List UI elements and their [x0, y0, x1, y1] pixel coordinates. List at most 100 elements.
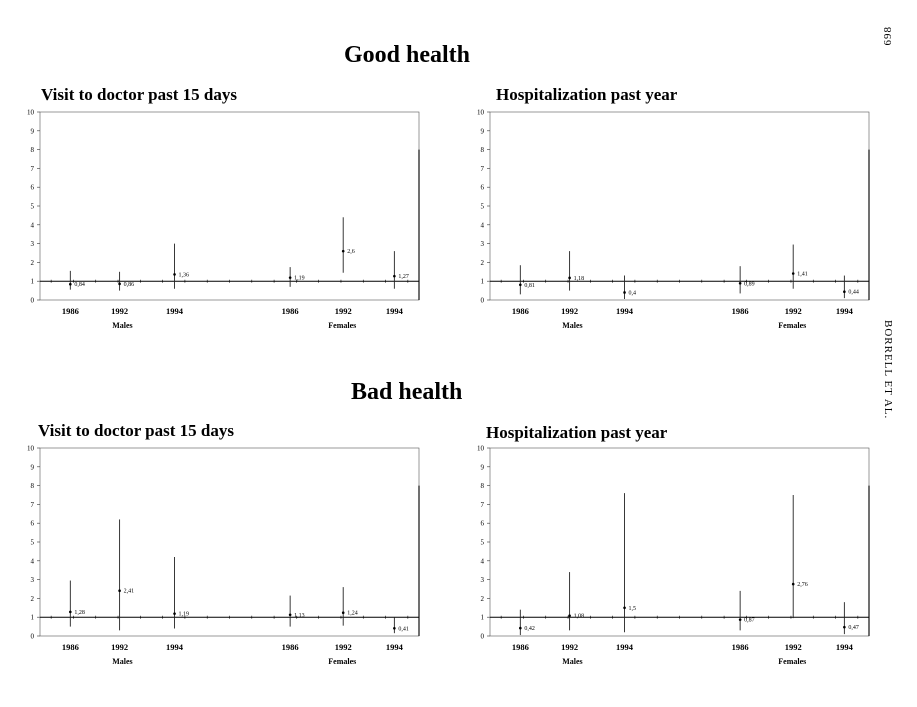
x-year-label: 1992 — [785, 642, 802, 652]
data-point — [738, 281, 742, 285]
x-year-label: 1986 — [732, 306, 749, 316]
y-tick-label: 4 — [31, 557, 35, 565]
data-label: 1,36 — [179, 272, 190, 278]
y-tick-label: 10 — [27, 445, 35, 453]
x-year-label: 1992 — [335, 306, 352, 316]
plot-frame — [39, 111, 420, 301]
y-tick-label: 0 — [31, 297, 35, 305]
x-year-label: 1986 — [62, 642, 79, 652]
x-year-label: 1992 — [561, 306, 578, 316]
data-point — [843, 290, 846, 294]
data-label: 1,18 — [574, 276, 585, 282]
data-label: 0,44 — [848, 290, 859, 296]
y-tick-label: 5 — [481, 539, 485, 547]
x-year-label: 1994 — [836, 306, 854, 316]
y-tick-label: 3 — [31, 240, 35, 248]
data-label: 1,19 — [179, 612, 190, 618]
data-point — [118, 589, 121, 592]
x-year-label: 1992 — [111, 642, 128, 652]
x-year-label: 1994 — [836, 642, 854, 652]
x-group-label: Females — [778, 657, 806, 666]
data-label: 0,47 — [848, 625, 859, 631]
data-point — [69, 282, 72, 286]
section-title-bad-health: Bad health — [351, 379, 463, 405]
x-year-label: 1994 — [616, 306, 634, 316]
y-tick-label: 8 — [31, 146, 35, 154]
data-point — [738, 618, 742, 621]
data-point — [519, 626, 522, 630]
running-head: BORRELL ET AL. — [882, 320, 894, 420]
x-year-label: 1992 — [335, 642, 352, 652]
data-label: 0,41 — [398, 626, 409, 632]
y-tick-label: 6 — [481, 520, 485, 528]
data-label: 0,81 — [524, 283, 535, 289]
x-group-label: Males — [112, 321, 132, 330]
y-tick-label: 9 — [31, 127, 35, 135]
data-point — [118, 282, 121, 286]
y-tick-label: 2 — [481, 595, 485, 603]
y-tick-label: 0 — [481, 297, 485, 305]
y-tick-label: 2 — [31, 259, 35, 267]
x-year-label: 1986 — [732, 642, 749, 652]
data-label: 1,13 — [294, 613, 305, 619]
x-group-label: Males — [112, 657, 132, 666]
data-label: 2,6 — [347, 249, 355, 255]
y-tick-label: 6 — [31, 520, 35, 528]
data-label: 2,41 — [124, 589, 135, 595]
data-label: 1,19 — [294, 276, 305, 282]
y-tick-label: 4 — [481, 557, 485, 565]
y-tick-label: 1 — [481, 278, 485, 286]
data-point — [791, 272, 795, 275]
y-tick-label: 5 — [31, 539, 35, 547]
data-label: 0,84 — [74, 282, 85, 288]
data-point — [393, 626, 396, 630]
chart-bad-visit: 0 1 2 3 4 5 6 7 8 9 10 1,28 2,41 1,19 1,13 1,24 0,41 1986… — [27, 445, 420, 666]
data-label: 0,86 — [124, 282, 135, 288]
y-tick-label: 1 — [31, 614, 35, 622]
panel-title-bad-hosp: Hospitalization past year — [486, 423, 668, 442]
data-point — [791, 582, 795, 586]
data-point — [288, 613, 292, 617]
panel-title-good-hosp: Hospitalization past year — [496, 85, 678, 104]
y-tick-label: 10 — [477, 109, 485, 117]
y-tick-label: 9 — [481, 463, 485, 471]
y-tick-label: 1 — [481, 614, 485, 622]
plot-frame — [39, 447, 420, 637]
data-label: 0,89 — [744, 281, 755, 287]
data-point — [341, 249, 345, 253]
y-tick-label: 9 — [481, 127, 485, 135]
data-point — [623, 291, 626, 294]
page-number: 698 — [882, 26, 894, 46]
data-point — [843, 625, 846, 629]
y-tick-label: 4 — [481, 221, 485, 229]
y-tick-label: 10 — [477, 445, 485, 453]
section-title-good-health: Good health — [344, 42, 471, 68]
x-year-label: 1994 — [386, 306, 404, 316]
y-tick-label: 6 — [31, 184, 35, 192]
data-label: 1,28 — [74, 610, 85, 616]
x-group-label: Females — [328, 321, 356, 330]
x-year-label: 1994 — [166, 642, 184, 652]
x-year-label: 1994 — [386, 642, 404, 652]
data-label: 2,76 — [797, 582, 808, 588]
data-label: 0,87 — [744, 618, 755, 624]
chart-good-visit: 0 1 2 3 4 5 6 7 8 9 10 0,84 0,86 1,36 1,19 2,6 1,27 1986 1… — [27, 109, 420, 330]
data-label: 1,5 — [629, 606, 637, 612]
data-point — [288, 276, 292, 279]
y-tick-label: 0 — [481, 633, 485, 641]
y-tick-label: 10 — [27, 109, 35, 117]
chart-good-hosp: 0 1 2 3 4 5 6 7 8 9 10 0,81 1,18 0,4 0,89 1,41 0,44 1986 1… — [477, 109, 870, 330]
x-year-label: 1986 — [512, 306, 529, 316]
y-tick-label: 7 — [31, 501, 35, 509]
x-year-label: 1986 — [282, 306, 299, 316]
data-label: 1,41 — [797, 271, 808, 277]
plot-frame — [489, 447, 870, 637]
x-year-label: 1992 — [785, 306, 802, 316]
x-group-label: Females — [778, 321, 806, 330]
y-tick-label: 3 — [481, 240, 485, 248]
panel-title-good-visit: Visit to doctor past 15 days — [41, 85, 237, 104]
data-point — [69, 610, 72, 614]
y-tick-label: 6 — [481, 184, 485, 192]
y-tick-label: 8 — [31, 482, 35, 490]
data-point — [623, 606, 626, 610]
